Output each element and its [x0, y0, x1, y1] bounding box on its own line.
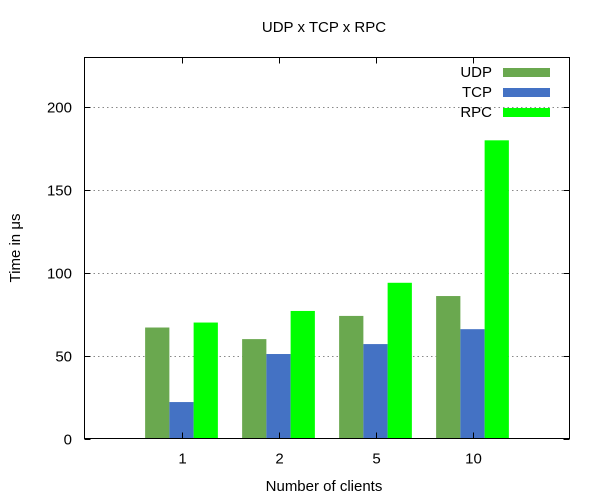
chart-title: UDP x TCP x RPC	[262, 19, 386, 36]
legend-label-rpc: RPC	[460, 104, 492, 121]
bar-tcp-2	[266, 354, 291, 439]
bar-udp-2	[242, 339, 267, 439]
x-tick-label: 2	[275, 451, 283, 468]
legend-label-udp: UDP	[460, 64, 492, 81]
bars	[145, 140, 509, 439]
legend-swatch-udp	[503, 68, 550, 77]
axis-ticks: 0 50 100 150 200 1 2 5 10	[47, 57, 570, 468]
y-tick-label: 50	[55, 349, 72, 366]
legend-swatch-tcp	[503, 88, 550, 97]
bar-rpc-5	[387, 282, 412, 439]
legend-swatch-rpc	[503, 108, 550, 117]
x-tick-label: 1	[178, 451, 186, 468]
bar-tcp-10	[460, 329, 485, 439]
y-tick-label: 200	[47, 100, 72, 117]
bar-udp-1	[145, 327, 170, 439]
bar-tcp-5	[363, 344, 388, 439]
legend: UDP TCP RPC	[460, 64, 550, 121]
bar-udp-10	[436, 296, 461, 439]
legend-label-tcp: TCP	[462, 84, 492, 101]
x-tick-label: 10	[465, 451, 482, 468]
y-axis-label: Time in μs	[7, 214, 24, 283]
plot-frame	[84, 57, 570, 439]
y-tick-label: 0	[64, 432, 72, 449]
y-tick-label: 100	[47, 266, 72, 283]
bar-tcp-1	[169, 402, 194, 439]
bar-rpc-2	[290, 310, 315, 439]
bar-udp-5	[339, 315, 364, 439]
bar-rpc-10	[484, 140, 509, 439]
bar-rpc-1	[193, 322, 218, 439]
y-tick-label: 150	[47, 183, 72, 200]
x-axis-label: Number of clients	[266, 478, 383, 495]
x-tick-label: 5	[372, 451, 380, 468]
